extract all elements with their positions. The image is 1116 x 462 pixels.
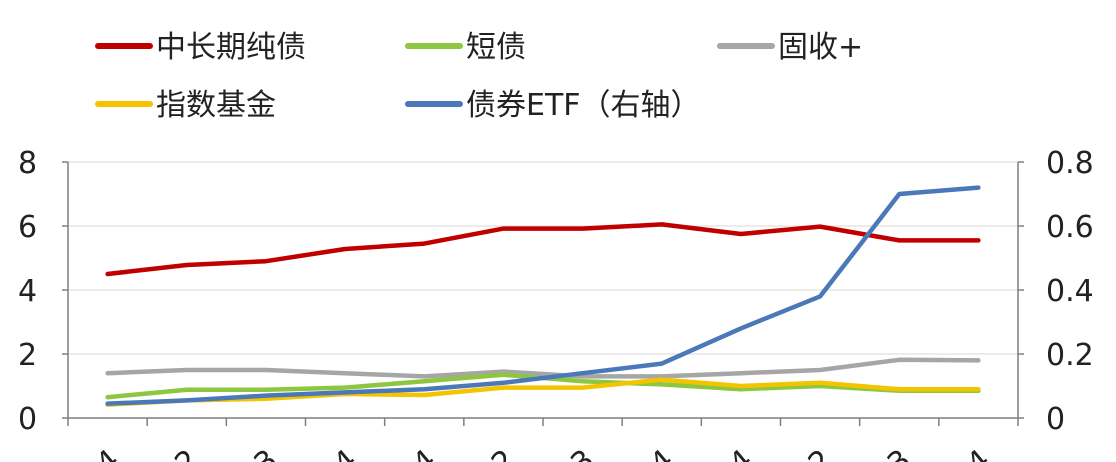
x-tick-label: 4: [89, 443, 126, 462]
data-point: [977, 239, 979, 241]
data-point: [107, 396, 109, 398]
data-point: [740, 385, 742, 387]
left-tick-label: 4: [18, 274, 37, 309]
series-line: [105, 377, 981, 407]
data-point: [344, 391, 346, 393]
x-tick-label: 2: [169, 443, 206, 462]
data-point: [898, 359, 900, 361]
data-point: [819, 382, 821, 384]
data-point: [265, 260, 267, 262]
data-point: [819, 385, 821, 387]
x-tick-label: 4: [723, 443, 760, 462]
series-line: [105, 222, 981, 277]
data-point: [819, 295, 821, 297]
data-point: [423, 394, 425, 396]
data-point: [502, 374, 504, 376]
data-point: [423, 375, 425, 377]
legend-label: 债券ETF（右轴）: [466, 88, 701, 123]
legend-label: 中长期纯债: [156, 30, 306, 65]
data-point: [819, 369, 821, 371]
right-tick-label: 0.2: [1046, 338, 1094, 373]
gridlines: [68, 161, 1018, 355]
data-point: [582, 375, 584, 377]
right-tick-label: 0.8: [1046, 146, 1094, 181]
data-point: [898, 193, 900, 195]
data-point: [107, 403, 109, 405]
data-point: [423, 380, 425, 382]
left-tick-label: 0: [18, 402, 37, 437]
data-point: [977, 388, 979, 390]
left-tick-label: 2: [18, 338, 37, 373]
x-tick-label: 4: [644, 443, 681, 462]
legend: 中长期纯债 短债 固收+ 指数基金 债券ETF（右轴）: [95, 30, 863, 123]
data-point: [265, 369, 267, 371]
data-point: [265, 389, 267, 391]
x-tick-label: 2: [802, 443, 839, 462]
data-point: [898, 388, 900, 390]
data-point: [582, 228, 584, 230]
x-tick-label: 2: [485, 443, 522, 462]
data-point: [502, 382, 504, 384]
data-point: [582, 387, 584, 389]
x-tick-label: 3: [248, 443, 285, 462]
data-point: [661, 383, 663, 385]
legend-label: 固收+: [778, 30, 863, 65]
data-point: [819, 226, 821, 228]
data-point: [977, 359, 979, 361]
data-point: [502, 387, 504, 389]
x-tick-label: 4: [327, 443, 364, 462]
data-point: [582, 380, 584, 382]
data-point: [502, 371, 504, 373]
data-point: [186, 369, 188, 371]
data-point: [661, 375, 663, 377]
data-point: [661, 223, 663, 225]
series-line: [105, 185, 981, 406]
right-tick-label: 0.4: [1046, 274, 1094, 309]
data-point: [186, 264, 188, 266]
legend-label: 指数基金: [156, 88, 276, 123]
data-point: [265, 395, 267, 397]
data-point: [344, 387, 346, 389]
x-tick-label: 3: [881, 443, 918, 462]
data-point: [186, 399, 188, 401]
data-point: [661, 379, 663, 381]
data-point: [977, 187, 979, 189]
data-point: [265, 398, 267, 400]
left-tick-label: 8: [18, 146, 37, 181]
data-point: [107, 273, 109, 275]
data-point: [898, 239, 900, 241]
data-point: [423, 388, 425, 390]
data-point: [740, 388, 742, 390]
legend-label: 短债: [466, 30, 526, 65]
data-point: [502, 228, 504, 230]
data-point: [740, 233, 742, 235]
data-point: [582, 372, 584, 374]
series-line: [105, 357, 981, 379]
right-tick-label: 0: [1046, 402, 1065, 437]
right-tick-label: 0.6: [1046, 210, 1094, 245]
data-point: [423, 243, 425, 245]
data-point: [186, 389, 188, 391]
x-tick-label: 4: [960, 443, 997, 462]
x-tick-label: 3: [564, 443, 601, 462]
series-layer: [105, 185, 981, 407]
data-point: [740, 372, 742, 374]
data-point: [740, 327, 742, 329]
left-tick-label: 6: [18, 210, 37, 245]
data-point: [107, 372, 109, 374]
data-point: [344, 372, 346, 374]
data-point: [344, 248, 346, 250]
x-tick-label: 4: [406, 443, 443, 462]
data-point: [661, 363, 663, 365]
